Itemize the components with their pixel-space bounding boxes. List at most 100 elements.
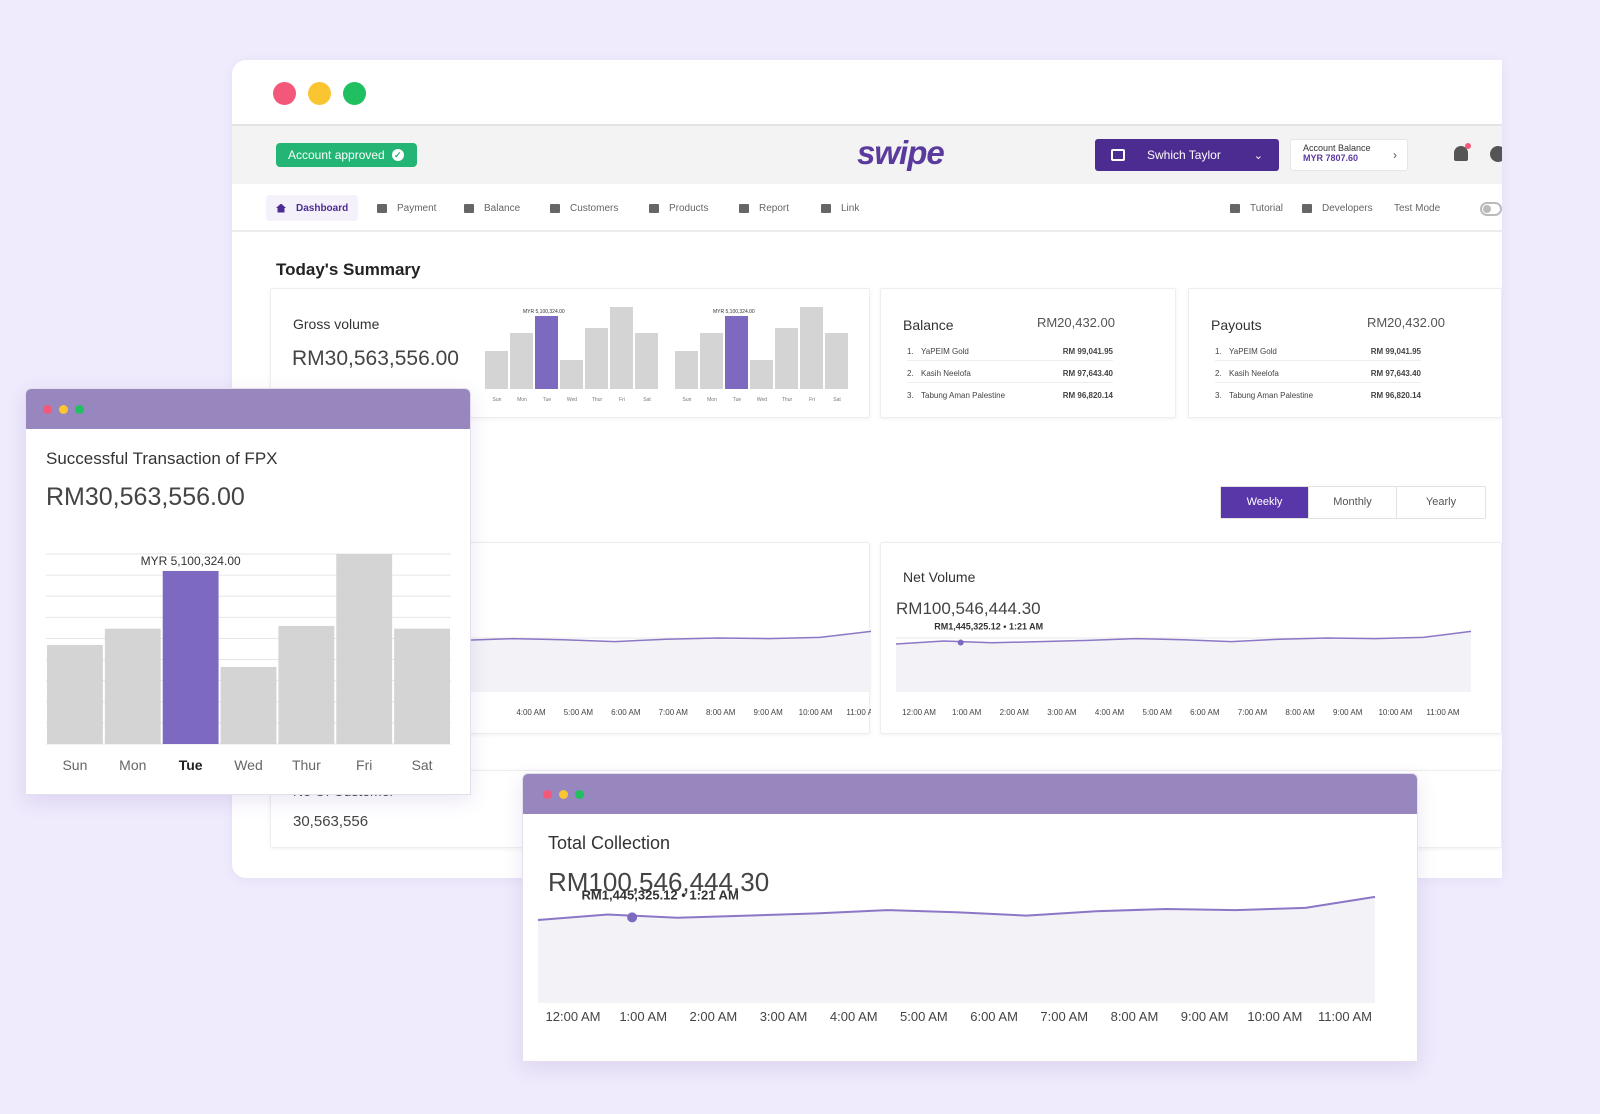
- x-tick-label: 11:00 AM: [846, 708, 871, 717]
- x-tick-label: 3:00 AM: [1047, 708, 1077, 717]
- maximize-window-button[interactable]: [575, 790, 584, 799]
- row-amount: RM 96,820.14: [1370, 391, 1421, 400]
- mini-bar-mon: [700, 332, 723, 389]
- bar-thur: [278, 625, 335, 744]
- account-approved-label: Account approved: [288, 148, 385, 162]
- row-num: 3.: [1215, 391, 1222, 400]
- nav-label: Developers: [1322, 202, 1373, 214]
- close-window-button[interactable]: [43, 405, 52, 414]
- bar-annotation: MYR 5,100,324.00: [141, 554, 241, 568]
- x-tick-label: Tue: [179, 757, 203, 773]
- fpx-window-titlebar: [26, 389, 470, 429]
- x-tick-label: 6:00 AM: [970, 1009, 1018, 1024]
- row-num: 2.: [907, 369, 914, 378]
- tab-monthly[interactable]: Monthly: [1309, 487, 1397, 518]
- period-tabs: Weekly Monthly Yearly: [1220, 486, 1486, 519]
- nav-payment[interactable]: Payment: [367, 195, 446, 221]
- row-name: Kasih Neelofa: [1229, 369, 1279, 378]
- row-amount: RM 97,643.40: [1370, 369, 1421, 378]
- briefcase-icon: [1111, 149, 1125, 161]
- user-select-dropdown[interactable]: Swhich Taylor ⌄: [1095, 139, 1279, 171]
- nav-products[interactable]: Products: [639, 195, 718, 221]
- nav-tutorial[interactable]: Tutorial: [1220, 195, 1293, 221]
- users-icon: [550, 203, 560, 213]
- row-name: Tabung Aman Palestine: [1229, 391, 1314, 400]
- mini-bar-annotation: MYR 5,100,324.00: [713, 308, 755, 315]
- nav-dashboard[interactable]: Dashboard: [266, 195, 359, 221]
- mini-bar-annotation: MYR 5,100,324.00: [523, 308, 565, 315]
- balance-row: 2. Kasih Neelofa RM 97,643.40: [907, 369, 1113, 383]
- nav-balance[interactable]: Balance: [454, 195, 530, 221]
- gross-volume-card[interactable]: Gross volume RM30,563,556.00 Sun Mon Tue MY…: [270, 288, 870, 418]
- nav-label: Customers: [570, 202, 619, 214]
- x-tick-label: 12:00 AM: [902, 708, 936, 717]
- mini-bar-sun: [675, 351, 698, 389]
- minimize-window-button[interactable]: [308, 82, 331, 105]
- nav-developers[interactable]: Developers: [1292, 195, 1383, 221]
- nav-customers[interactable]: Customers: [540, 195, 628, 221]
- mini-x-tick-label: Fri: [619, 397, 625, 403]
- fpx-value: RM30,563,556.00: [46, 483, 245, 511]
- tab-weekly[interactable]: Weekly: [1221, 487, 1309, 518]
- x-tick-label: 7:00 AM: [659, 708, 689, 717]
- row-amount: RM 97,643.40: [1062, 369, 1113, 378]
- no-of-customer-value: 30,563,556: [293, 813, 369, 830]
- nav-label: Test Mode: [1394, 202, 1441, 214]
- x-tick-label: 6:00 AM: [611, 708, 641, 717]
- background-line-chart: 4:00 AM 5:00 AM 6:00 AM 7:00 AM 8:00 AM 9:00 …: [460, 630, 880, 717]
- nav-label: Tutorial: [1250, 202, 1283, 214]
- fpx-title: Successful Transaction of FPX: [46, 449, 278, 468]
- user-avatar-icon[interactable]: [1490, 146, 1502, 162]
- mini-bar-thur: [585, 327, 608, 389]
- x-tick-label: 7:00 AM: [1238, 708, 1268, 717]
- nav-report[interactable]: Report: [729, 195, 799, 221]
- mini-x-tick-label: Sat: [833, 397, 841, 403]
- row-num: 1.: [907, 347, 914, 356]
- mini-bar-wed: [560, 359, 583, 389]
- total-collection-line-chart: RM1,445,325.12 • 1:21 AM 12:00 AM 1:00 AM 2…: [537, 887, 1376, 1024]
- x-tick-label: 8:00 AM: [1285, 708, 1315, 717]
- series-line: [895, 630, 1472, 645]
- x-tick-label: Mon: [119, 757, 146, 773]
- notification-bell-icon[interactable]: [1454, 143, 1471, 161]
- net-volume-card[interactable]: Net Volume RM100,546,444.30 RM1,445,325.…: [880, 542, 1502, 734]
- highlight-point: [957, 639, 964, 646]
- tab-yearly[interactable]: Yearly: [1425, 496, 1457, 508]
- x-tick-label: 5:00 AM: [1143, 708, 1173, 717]
- close-window-button[interactable]: [273, 82, 296, 105]
- maximize-window-button[interactable]: [343, 82, 366, 105]
- minimize-window-button[interactable]: [59, 405, 68, 414]
- maximize-window-button[interactable]: [75, 405, 84, 414]
- swipe-logo[interactable]: swipe: [857, 134, 945, 171]
- net-volume-title: Net Volume: [903, 569, 976, 585]
- highlight-label: RM1,445,325.12 • 1:21 AM: [582, 887, 739, 902]
- mini-x-tick-label: Mon: [517, 397, 527, 403]
- account-balance-button[interactable]: Account Balance MYR 7807.60 ›: [1290, 139, 1408, 171]
- fpx-bar-chart: Sun Mon Tue MYR 5,100,324.00 Wed Thur Fri Sat: [46, 553, 451, 773]
- line-area-fill: [538, 896, 1375, 1002]
- total-collection-title: Total Collection: [548, 833, 671, 853]
- chevron-down-icon: ⌄: [1253, 149, 1263, 162]
- test-mode-toggle[interactable]: [1480, 202, 1502, 216]
- page-title: Today's Summary: [276, 260, 421, 279]
- check-icon: ✓: [391, 149, 404, 161]
- x-tick-label: 9:00 AM: [1181, 1009, 1229, 1024]
- balance-card[interactable]: Balance RM20,432.00 1. YaPEIM Gold RM 99,0…: [880, 288, 1176, 418]
- bar-fri: [336, 554, 393, 744]
- highlight-label: RM1,445,325.12 • 1:21 AM: [934, 622, 1043, 632]
- account-balance-value: MYR 7807.60: [1303, 153, 1359, 163]
- close-window-button[interactable]: [543, 790, 552, 799]
- total-collection-titlebar: [523, 774, 1417, 814]
- bar-sat: [394, 628, 450, 744]
- mini-x-tick-label: Mon: [707, 397, 717, 403]
- row-name: YaPEIM Gold: [1229, 347, 1277, 356]
- payouts-card[interactable]: Payouts RM20,432.00 1. YaPEIM Gold RM 99,0…: [1188, 288, 1502, 418]
- mini-bar-wed: [750, 359, 773, 389]
- nav-label: Balance: [484, 202, 521, 214]
- line-area-fill: [896, 631, 1471, 691]
- x-tick-label: 10:00 AM: [1378, 708, 1412, 717]
- minimize-window-button[interactable]: [559, 790, 568, 799]
- x-tick-label: Thur: [292, 757, 321, 773]
- box-icon: [649, 203, 659, 213]
- nav-link[interactable]: Link: [811, 195, 869, 221]
